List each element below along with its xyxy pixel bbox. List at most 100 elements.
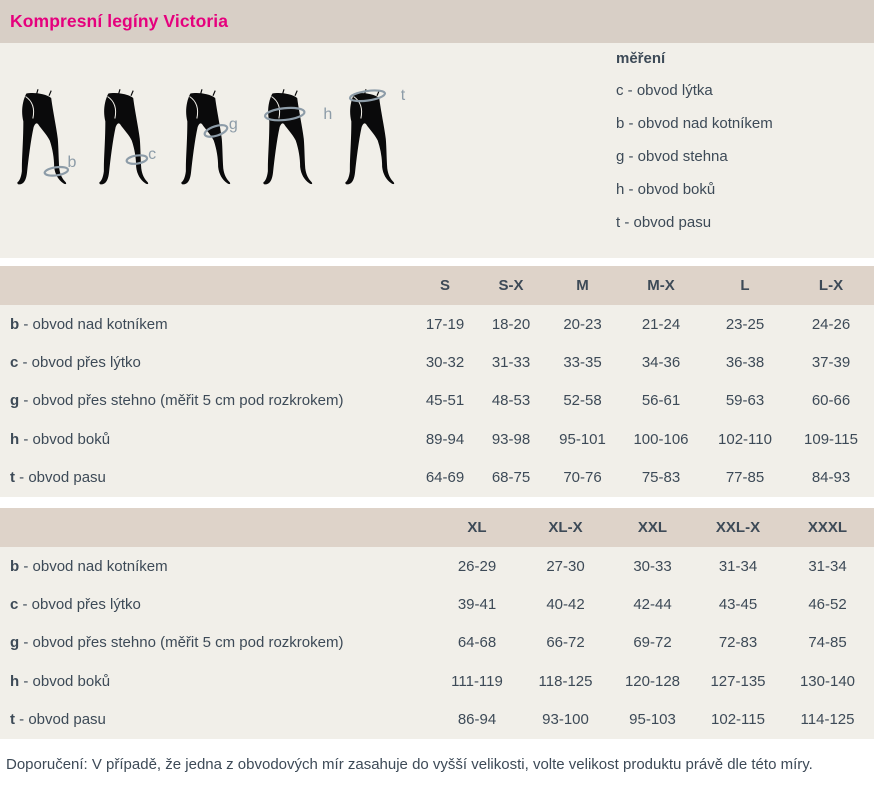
size-column-header: L [702,266,788,305]
size-value-cell: 89-94 [413,420,477,459]
measurement-description: - obvod přes stehno (měřit 5 cm pod rozk… [23,392,344,410]
measurement-description: - obvod nad kotníkem [23,557,168,575]
measurement-key: g [10,392,20,410]
size-value-cell: 46-52 [781,585,874,624]
legs-figure-c: c [98,89,164,192]
legend-item: h - obvod boků [616,181,716,198]
measurement-row: t - obvod pasu 86-94 93-100 95-103 102-115 11… [0,700,874,739]
measurement-description: - obvod nad kotníkem [23,315,168,333]
measurement-key: t [10,711,15,729]
size-value-cell: 109-115 [788,420,874,459]
measurement-row: g - obvod přes stehno (měřit 5 cm pod ro… [0,623,874,663]
measurement-key: t [10,469,15,487]
measurement-legend: měření c - obvod lýtka b - obvod nad kot… [616,50,773,246]
measurement-label-cell: c - obvod přes lýtko [0,585,433,624]
size-value-cell: 77-85 [702,458,788,497]
size-value-cell: 31-34 [695,546,781,586]
size-value-cell: 31-34 [781,546,874,586]
size-value-cell: 64-69 [413,458,477,497]
size-value-cell: 118-125 [521,662,610,701]
size-value-cell: 52-58 [545,381,620,421]
measurement-label-cell: t - obvod pasu [0,700,433,739]
size-value-cell: 86-94 [433,700,521,739]
legend-list: c - obvod lýtka b - obvod nad kotníkem g… [616,81,773,233]
size-table-s-to-lx: S S-X M M-X L L-X b - obvod nad kotníkem 17-19… [0,266,874,497]
size-table-xl-to-xxxl: XL XL-X XXL XXL-X XXXL b - obvod nad kotníke… [0,507,874,739]
measurement-row: g - obvod přes stehno (měřit 5 cm pod ro… [0,381,874,421]
size-value-cell: 127-135 [695,662,781,701]
measurement-description: - obvod přes lýtko [22,596,141,614]
size-value-cell: 18-20 [477,305,545,344]
size-value-cell: 30-32 [413,343,477,382]
size-value-cell: 43-45 [695,585,781,624]
measurement-key: b [10,557,20,575]
measurement-description: - obvod boků [23,430,111,448]
measurement-label-cell: h - obvod boků [0,420,413,459]
measurement-label-cell: h - obvod boků [0,662,433,701]
measurement-label-cell: b - obvod nad kotníkem [0,305,413,344]
size-column-header: XXL [610,507,695,547]
measurement-key: b [10,315,20,333]
figure-label-c: c [148,145,157,163]
legs-figure-t: t [344,86,410,192]
size-value-cell: 31-33 [477,343,545,382]
measurement-row: h - obvod boků 111-119 118-125 120-128 127-1… [0,662,874,701]
size-value-cell: 26-29 [433,546,521,586]
measurement-key: h [10,672,20,690]
size-value-cell: 93-98 [477,420,545,459]
size-value-cell: 64-68 [433,623,521,663]
measurement-row: b - obvod nad kotníkem 26-29 27-30 30-33 31-… [0,546,874,586]
size-value-cell: 17-19 [413,305,477,344]
legs-figure-g: g [180,89,246,192]
measurement-key: c [10,596,19,614]
size-value-cell: 23-25 [702,305,788,344]
size-value-cell: 111-119 [433,662,521,701]
empty-header-cell [0,507,433,547]
measure-ellipse-t [348,89,387,103]
size-value-cell: 70-76 [545,458,620,497]
size-value-cell: 37-39 [788,343,874,382]
size-value-cell: 120-128 [610,662,695,701]
size-value-cell: 93-100 [521,700,610,739]
size-column-header: M-X [620,266,702,305]
size-column-header: S-X [477,266,545,305]
measurement-label-cell: t - obvod pasu [0,458,413,497]
size-value-cell: 130-140 [781,662,874,701]
size-value-cell: 95-101 [545,420,620,459]
size-value-cell: 72-83 [695,623,781,663]
measurement-description: - obvod pasu [19,711,106,729]
legend-item: g - obvod stehna [616,148,728,165]
measurement-description: - obvod boků [23,672,111,690]
size-value-cell: 40-42 [521,585,610,624]
size-column-header: XXXL [781,507,874,547]
measurement-label-cell: g - obvod přes stehno (měřit 5 cm pod ro… [0,381,413,421]
measurement-description: - obvod přes lýtko [22,354,141,372]
figure-label-t: t [400,86,406,104]
size-value-cell: 74-85 [781,623,874,663]
size-value-cell: 100-106 [620,420,702,459]
measurement-label-cell: c - obvod přes lýtko [0,343,413,382]
legs-figures-row: b c g h [16,86,410,192]
measurement-key: h [10,430,20,448]
size-value-cell: 48-53 [477,381,545,421]
size-value-cell: 114-125 [781,700,874,739]
size-value-cell: 56-61 [620,381,702,421]
size-value-cell: 34-36 [620,343,702,382]
legend-item: t - obvod pasu [616,214,712,231]
size-value-cell: 59-63 [702,381,788,421]
empty-header-cell [0,266,413,305]
legs-silhouette-icon [262,89,328,192]
measure-ellipse-g [203,124,229,138]
recommendation-note: Doporučení: V případě, že jedna z obvodo… [0,755,874,773]
size-value-cell: 20-23 [545,305,620,344]
size-value-cell: 68-75 [477,458,545,497]
legs-silhouette-icon [98,89,164,192]
legend-item: c - obvod lýtka [616,82,713,99]
title-bar: Kompresní legíny Victoria [0,0,874,43]
size-value-cell: 66-72 [521,623,610,663]
measurement-row: t - obvod pasu 64-69 68-75 70-76 75-83 77-85 8… [0,458,874,497]
legs-silhouette-icon [180,89,246,192]
legs-silhouette-icon [344,89,410,192]
figure-label-b: b [67,153,77,171]
legend-heading: měření [616,50,666,67]
